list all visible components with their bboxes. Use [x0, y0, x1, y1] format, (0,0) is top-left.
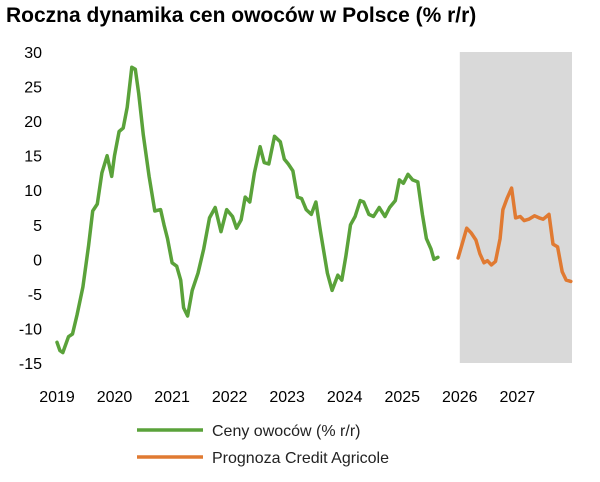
- y-axis-ticks: 30 25 20 15 10 5 0 -5 -10 -15: [19, 45, 42, 373]
- y-tick-label: 30: [24, 45, 42, 62]
- y-tick-label: 25: [24, 80, 42, 97]
- x-tick-label: 2023: [269, 389, 305, 406]
- x-tick-label: 2024: [327, 389, 363, 406]
- y-tick-label: 15: [24, 149, 42, 166]
- legend-label: Prognoza Credit Agricole: [212, 450, 389, 467]
- series-lines: [55, 65, 573, 355]
- x-tick-label: 2019: [39, 389, 75, 406]
- y-tick-label: 20: [24, 114, 42, 131]
- x-tick-label: 2025: [384, 389, 420, 406]
- y-tick-label: 5: [33, 218, 42, 235]
- y-tick-label: 10: [24, 183, 42, 200]
- y-tick-label: -10: [19, 321, 42, 338]
- y-tick-label: -15: [19, 356, 42, 373]
- legend-label: Ceny owoców (% r/r): [212, 423, 360, 440]
- series-line-prognoza: [456, 186, 573, 284]
- x-tick-label: 2026: [442, 389, 478, 406]
- y-tick-label: 0: [33, 252, 42, 269]
- x-axis-ticks: 2019 2020 2021 2022 2023 2024 2025 2026 2027: [39, 389, 535, 406]
- chart-title: Roczna dynamika cen owoców w Polsce (% r…: [6, 4, 477, 27]
- x-tick-label: 2022: [212, 389, 248, 406]
- x-tick-label: 2021: [154, 389, 190, 406]
- legend: Ceny owoców (% r/r) Prognoza Credit Agric…: [137, 423, 389, 467]
- series-line-ceny-owocow: [55, 65, 440, 355]
- x-tick-label: 2027: [500, 389, 536, 406]
- x-tick-label: 2020: [97, 389, 133, 406]
- y-tick-label: -5: [28, 287, 42, 304]
